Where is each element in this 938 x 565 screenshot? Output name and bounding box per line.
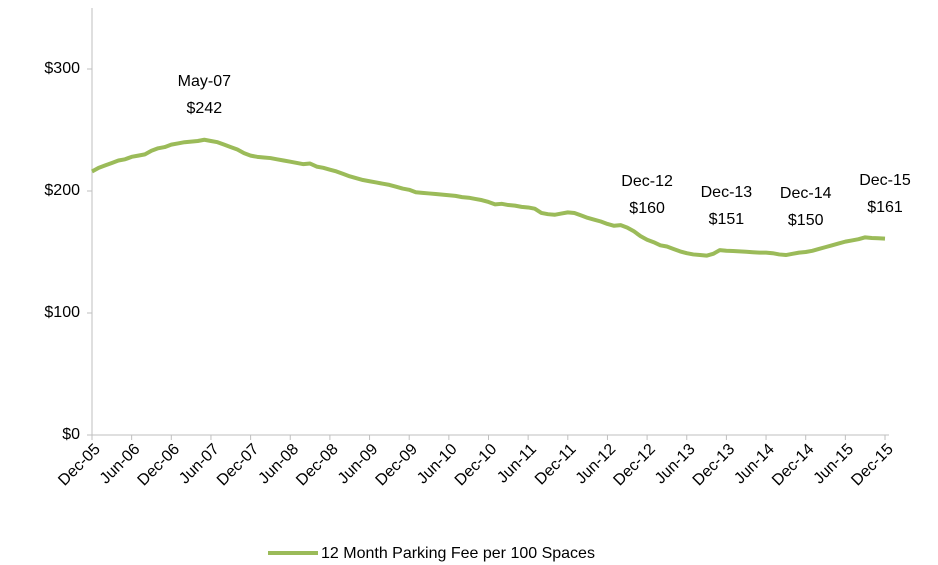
y-tick-label: $100 <box>44 304 80 321</box>
y-tick-label: $200 <box>44 182 80 199</box>
x-tick-label: Dec-10 <box>452 441 501 490</box>
x-tick-label: Dec-07 <box>214 441 263 490</box>
legend-label: 12 Month Parking Fee per 100 Spaces <box>321 545 595 562</box>
annotation-date: Dec-12 <box>621 173 673 190</box>
annotation-date: Dec-15 <box>859 172 911 189</box>
series-line <box>91 137 886 258</box>
y-tick-label: $0 <box>62 426 80 443</box>
annotation-value: $161 <box>867 199 903 216</box>
y-tick-label: $300 <box>44 60 80 77</box>
annotation-value: $160 <box>629 200 665 217</box>
x-tick-label: Dec-09 <box>373 441 422 490</box>
x-tick-label: Dec-12 <box>610 441 659 490</box>
x-tick-label: Dec-15 <box>848 441 897 490</box>
annotation-value: $151 <box>709 211 745 228</box>
x-tick-label: Dec-08 <box>293 441 342 490</box>
x-tick-label: Jun-11 <box>494 441 540 487</box>
annotation-date: Dec-14 <box>780 185 832 202</box>
x-tick-label: Dec-14 <box>769 441 818 490</box>
x-tick-label: Dec-13 <box>690 441 739 490</box>
x-tick-label: Dec-05 <box>55 441 104 490</box>
annotation-date: Dec-13 <box>701 184 753 201</box>
annotation-date: May-07 <box>178 73 231 90</box>
annotation-value: $242 <box>187 100 223 117</box>
x-tick-label: Dec-06 <box>135 441 184 490</box>
annotation-value: $150 <box>788 212 824 229</box>
x-tick-label: Dec-11 <box>532 441 580 489</box>
